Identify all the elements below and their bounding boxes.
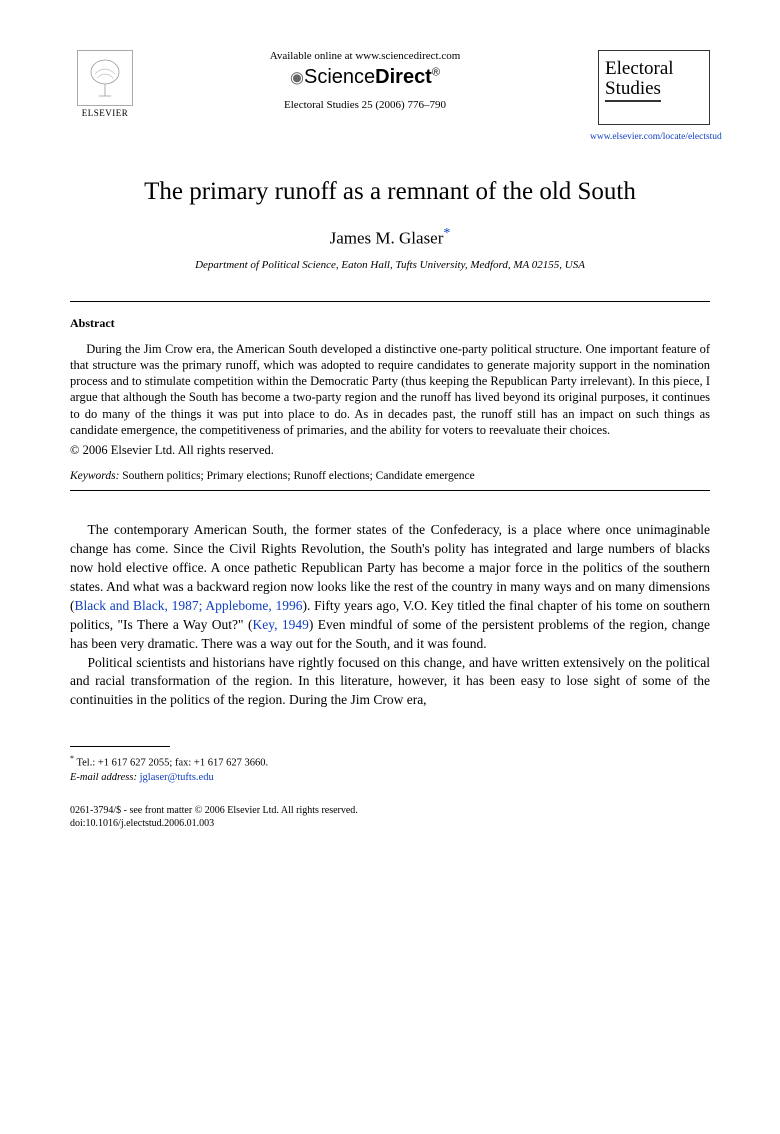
journal-cover-box: Electoral Studies www.elsevier.com/locat… (590, 50, 710, 142)
sciencedirect-logo: ◉ScienceDirect® (150, 66, 580, 89)
footnote-block: * Tel.: +1 617 627 2055; fax: +1 617 627… (70, 753, 710, 786)
publisher-name: ELSEVIER (82, 108, 129, 118)
journal-title-box: Electoral Studies (598, 50, 710, 125)
email-link[interactable]: jglaser@tufts.edu (140, 772, 214, 783)
elsevier-tree-icon (77, 50, 133, 106)
citation-link-2[interactable]: Key, 1949 (252, 617, 308, 632)
affiliation: Department of Political Science, Eaton H… (70, 259, 710, 271)
author-corr-mark[interactable]: * (443, 226, 450, 241)
footer-doi: doi:10.1016/j.electstud.2006.01.003 (70, 817, 710, 830)
abstract-copyright: © 2006 Elsevier Ltd. All rights reserved… (70, 442, 710, 458)
footnote-separator (70, 746, 170, 747)
sd-dot-icon: ◉ (290, 70, 304, 87)
footnote-tel: Tel.: +1 617 627 2055; fax: +1 617 627 3… (76, 758, 268, 769)
body-p1: The contemporary American South, the for… (70, 521, 710, 653)
abstract-heading: Abstract (70, 316, 710, 331)
citation-link-1[interactable]: Black and Black, 1987; Applebome, 1996 (75, 598, 303, 613)
keywords-line: Keywords: Southern politics; Primary ele… (70, 470, 710, 482)
footer-info: 0261-3794/$ - see front matter © 2006 El… (70, 804, 710, 830)
article-title: The primary runoff as a remnant of the o… (70, 178, 710, 206)
footnote-contact: * Tel.: +1 617 627 2055; fax: +1 617 627… (70, 753, 710, 771)
keywords-label: Keywords: (70, 470, 119, 482)
email-label: E-mail address: (70, 772, 137, 783)
abstract-body: During the Jim Crow era, the American So… (70, 341, 710, 439)
divider-bottom (70, 490, 710, 491)
header-center: Available online at www.sciencedirect.co… (140, 50, 590, 111)
sd-sci: Science (304, 66, 375, 88)
footnote-mark: * (70, 754, 74, 763)
footer-issn: 0261-3794/$ - see front matter © 2006 El… (70, 804, 710, 817)
available-online-text: Available online at www.sciencedirect.co… (150, 50, 580, 62)
journal-reference: Electoral Studies 25 (2006) 776–790 (150, 99, 580, 111)
body-p2: Political scientists and historians have… (70, 654, 710, 711)
author-line: James M. Glaser* (70, 226, 710, 249)
body-text: The contemporary American South, the for… (70, 521, 710, 710)
sd-direct: Direct (375, 66, 432, 88)
footnote-email-line: E-mail address: jglaser@tufts.edu (70, 771, 710, 786)
journal-homepage-link[interactable]: www.elsevier.com/locate/electstud (590, 132, 710, 142)
journal-title-1: Electoral (605, 59, 703, 79)
author-name: James M. Glaser (330, 229, 444, 248)
keywords-list: Southern politics; Primary elections; Ru… (122, 470, 474, 482)
journal-title-2: Studies (605, 79, 661, 102)
divider-top (70, 301, 710, 302)
publisher-logo: ELSEVIER (70, 50, 140, 118)
page-header: ELSEVIER Available online at www.science… (70, 50, 710, 142)
